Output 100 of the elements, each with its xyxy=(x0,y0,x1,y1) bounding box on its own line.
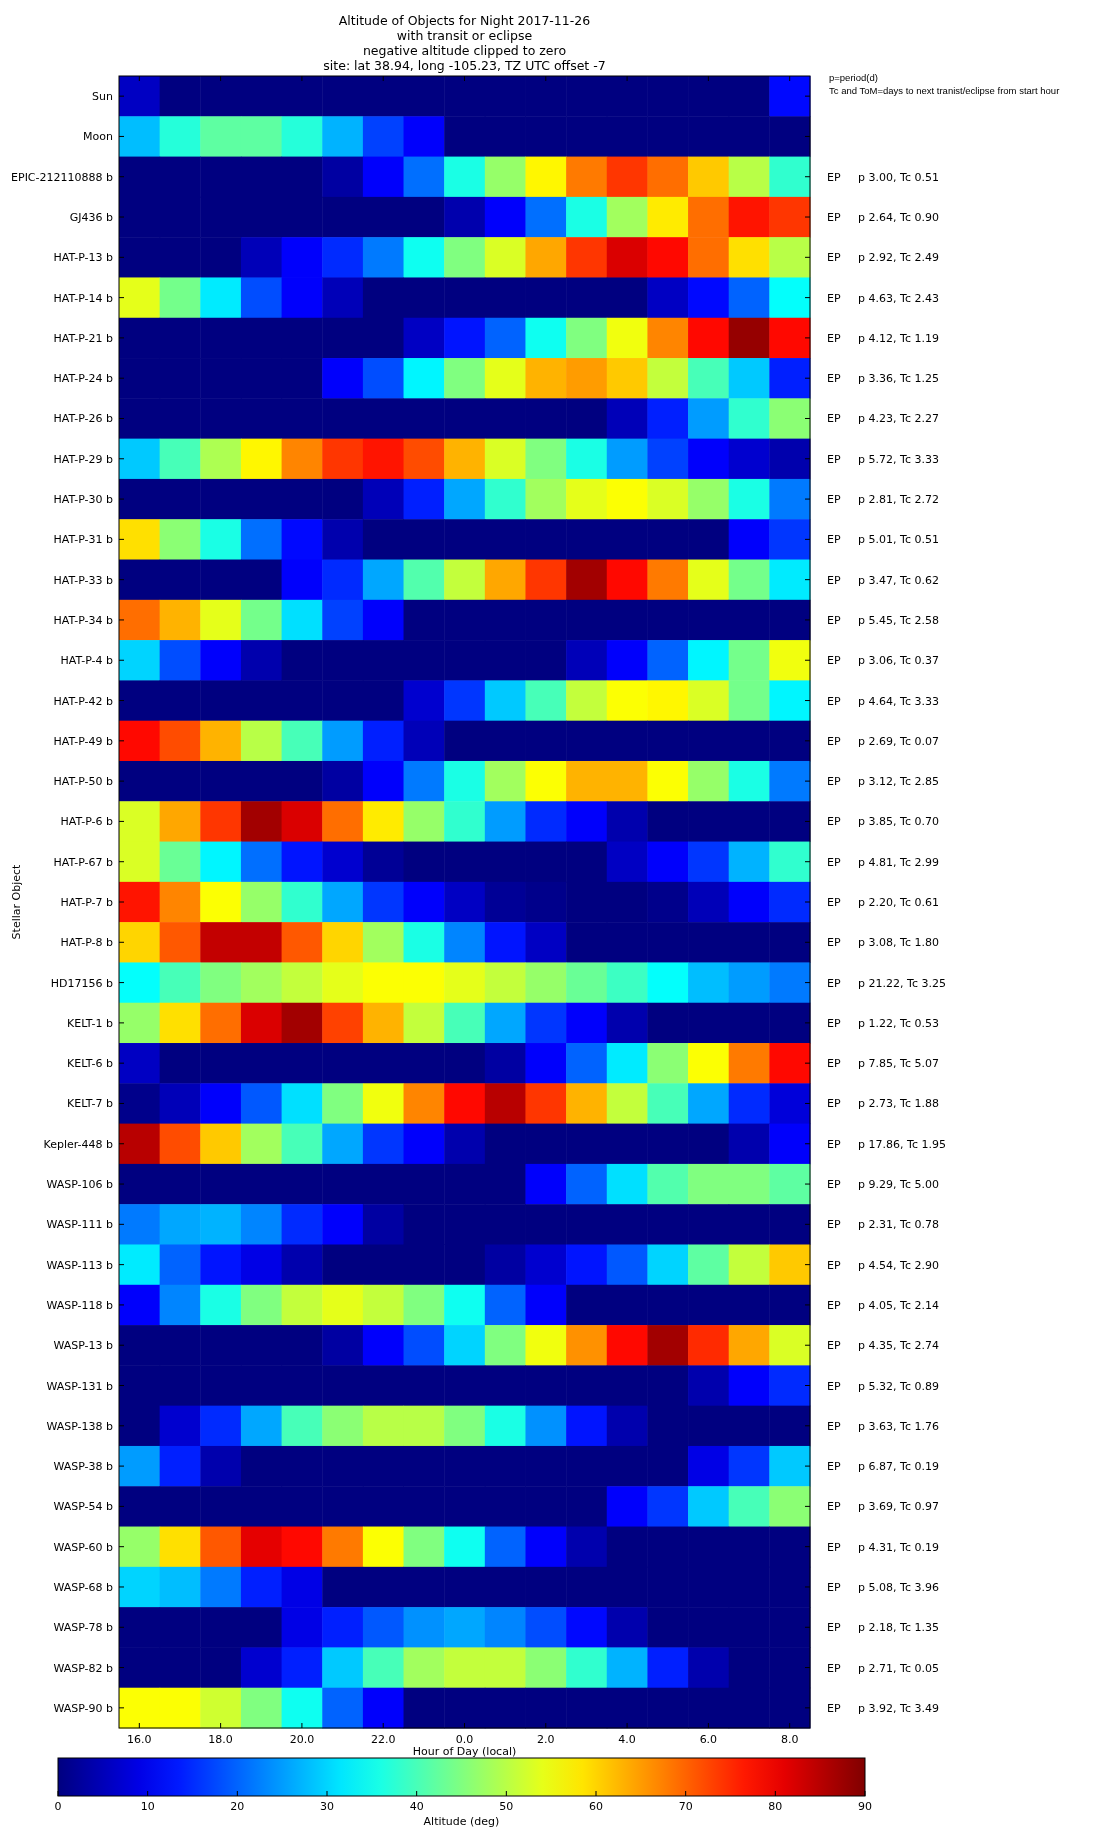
y-tick-label: HAT-P-33 b xyxy=(53,573,114,587)
y2-tick-label: EP p 6.87, Tc 0.19 xyxy=(827,1460,939,1474)
color-bar-label: 90 xyxy=(858,1800,872,1813)
color-bar-label: 0 xyxy=(54,1800,62,1813)
y2-tick-label: EP p 4.64, Tc 3.33 xyxy=(827,694,939,708)
x-tick-label: 8.0 xyxy=(780,1733,799,1746)
y2-tick-label: EP p 2.92, Tc 2.49 xyxy=(827,251,939,265)
x-tick-label: 4.0 xyxy=(618,1733,636,1746)
y-tick-label: HAT-P-49 b xyxy=(53,734,114,748)
x-tick-label: 18.0 xyxy=(208,1733,233,1746)
y-tick-label: HAT-P-34 b xyxy=(53,613,114,627)
y2-tick-label: EP p 4.63, Tc 2.43 xyxy=(827,291,939,305)
y2-tick-label: EP p 3.08, Tc 1.80 xyxy=(827,936,939,950)
x-tick-label: 6.0 xyxy=(699,1733,718,1746)
color-bar-label: 80 xyxy=(768,1800,783,1813)
chart-title: Altitude of Objects for Night 2017-11-26 with transit or eclipse negative altitude clipped to zero site: lat 38.94, long -105.23, TZ UTC offset -7 xyxy=(323,13,606,73)
color-bar-label: 60 xyxy=(589,1800,603,1813)
y-tick-label: Moon xyxy=(83,130,114,144)
text: p=period(d) Tc and ToM=days to next tranist/eclipse from start hour xyxy=(829,72,1060,96)
y2-tick-label: EP p 2.69, Tc 0.07 xyxy=(827,734,939,748)
y2-tick-label: EP p 1.22, Tc 0.53 xyxy=(827,1016,939,1030)
y-tick-label: HAT-P-29 b xyxy=(53,452,114,466)
y2-tick-label: EP p 2.81, Tc 2.72 xyxy=(827,493,939,507)
y-tick-label: WASP-82 b xyxy=(53,1661,114,1675)
y-tick-label: WASP-60 b xyxy=(53,1540,114,1554)
y-tick-label: HAT-P-31 b xyxy=(53,533,114,547)
y-tick-label: WASP-113 b xyxy=(46,1258,114,1272)
y-tick-label: GJ436 b xyxy=(69,211,114,225)
y2-tick-label: EP p 4.35, Tc 2.74 xyxy=(827,1339,939,1353)
y2-tick-label: EP p 2.31, Tc 0.78 xyxy=(827,1218,939,1232)
y-tick-label: WASP-54 b xyxy=(53,1500,114,1514)
y2-tick-label: EP p 4.81, Tc 2.99 xyxy=(827,855,939,869)
y-tick-label: HAT-P-6 b xyxy=(60,815,114,829)
y2-tick-label: EP p 3.47, Tc 0.62 xyxy=(827,573,939,587)
color-bar-label: 20 xyxy=(230,1800,245,1813)
color-bar-label: 50 xyxy=(499,1800,514,1813)
y2-tick-label: EP p 2.64, Tc 0.90 xyxy=(827,211,939,225)
x-tick-label: 2.0 xyxy=(537,1733,555,1746)
y-tick-label: HAT-P-42 b xyxy=(53,694,114,708)
y-tick-label: HAT-P-14 b xyxy=(53,291,114,305)
y-tick-label: WASP-38 b xyxy=(53,1460,114,1474)
y-tick-label: HAT-P-13 b xyxy=(53,251,114,265)
y-tick-label: WASP-78 b xyxy=(53,1621,114,1635)
y-tick-label: KELT-1 b xyxy=(67,1016,114,1030)
y2-tick-label: EP p 3.92, Tc 3.49 xyxy=(827,1701,939,1715)
y2-tick-label: EP p 4.23, Tc 2.27 xyxy=(827,412,939,426)
y-tick-label: HAT-P-30 b xyxy=(53,493,114,507)
y2-tick-label: EP p 17.86, Tc 1.95 xyxy=(827,1137,946,1151)
y2-tick-label: EP p 5.01, Tc 0.51 xyxy=(827,533,939,547)
y2-tick-label: EP p 5.08, Tc 3.96 xyxy=(827,1580,939,1594)
color-bar-label: 40 xyxy=(409,1800,424,1813)
color-bar-label: 10 xyxy=(140,1800,155,1813)
color-bar-title: Altitude (deg) xyxy=(423,1815,500,1828)
x-tick-label: 22.0 xyxy=(370,1733,396,1746)
y2-tick-label: EP p 2.18, Tc 1.35 xyxy=(827,1621,939,1635)
y2-tick-label: EP p 2.20, Tc 0.61 xyxy=(827,896,939,909)
x-tick-label: 16.0 xyxy=(127,1733,152,1746)
y-tick-label: WASP-111 b xyxy=(46,1218,114,1232)
y2-tick-label: EP p 3.06, Tc 0.37 xyxy=(827,654,939,668)
y-tick-label: KELT-7 b xyxy=(67,1097,114,1111)
y-tick-label: WASP-90 b xyxy=(53,1701,114,1715)
y-tick-label: HAT-P-26 b xyxy=(53,412,114,426)
y2-tick-label: EP p 3.12, Tc 2.85 xyxy=(827,775,939,789)
y2-tick-label: EP p 9.29, Tc 5.00 xyxy=(827,1178,939,1192)
y2-tick-label: EP p 4.54, Tc 2.90 xyxy=(827,1258,939,1272)
y-tick-label: HAT-P-4 b xyxy=(60,654,114,668)
y-tick-label: HAT-P-8 b xyxy=(60,936,114,950)
y-tick-label: WASP-118 b xyxy=(46,1298,114,1312)
y2-tick-label: EP p 4.31, Tc 0.19 xyxy=(827,1540,939,1554)
y2-tick-label: EP p 5.45, Tc 2.58 xyxy=(827,613,939,627)
y2-tick-label: EP p 3.69, Tc 0.97 xyxy=(827,1500,939,1514)
y2-tick-label: EP p 2.73, Tc 1.88 xyxy=(827,1097,939,1111)
y2-tick-label: EP p 2.71, Tc 0.05 xyxy=(827,1661,939,1675)
y-tick-label: WASP-138 b xyxy=(46,1419,114,1433)
y-tick-label: EPIC-212110888 b xyxy=(11,170,114,184)
y2-tick-label: EP p 3.63, Tc 1.76 xyxy=(827,1419,939,1433)
y-tick-label: HAT-P-7 b xyxy=(60,896,114,909)
y-tick-label: HD17156 b xyxy=(50,976,114,990)
y-tick-label: HAT-P-50 b xyxy=(53,775,114,789)
y-tick-label: HAT-P-67 b xyxy=(53,855,114,869)
y-tick-label: HAT-P-21 b xyxy=(53,331,114,345)
x-axis-title: Hour of Day (local) xyxy=(412,1745,517,1758)
y2-tick-label: EP p 5.72, Tc 3.33 xyxy=(827,452,939,466)
y-axis-title: Stellar Object xyxy=(10,863,23,940)
y2-tick-label: EP p 5.32, Tc 0.89 xyxy=(827,1379,939,1393)
y-tick-label: WASP-68 b xyxy=(53,1580,114,1594)
y2-tick-label: EP p 4.05, Tc 2.14 xyxy=(827,1298,939,1312)
y-tick-label: WASP-106 b xyxy=(46,1178,114,1192)
y2-tick-label: EP p 3.36, Tc 1.25 xyxy=(827,372,939,386)
y-tick-label: WASP-13 b xyxy=(53,1339,114,1353)
color-bar-label: 30 xyxy=(320,1800,334,1813)
color-bar-label: 70 xyxy=(678,1800,693,1813)
y2-tick-label: EP p 7.85, Tc 5.07 xyxy=(827,1057,939,1071)
y2-tick-label: EP p 21.22, Tc 3.25 xyxy=(827,976,946,990)
y-tick-label: Sun xyxy=(92,90,114,104)
y-tick-label: Kepler-448 b xyxy=(43,1137,113,1151)
y-tick-label: WASP-131 b xyxy=(46,1379,114,1393)
y2-tick-label: EP p 3.00, Tc 0.51 xyxy=(827,170,939,184)
y-tick-label: KELT-6 b xyxy=(67,1057,114,1071)
x-tick-label: 0.0 xyxy=(455,1733,474,1746)
